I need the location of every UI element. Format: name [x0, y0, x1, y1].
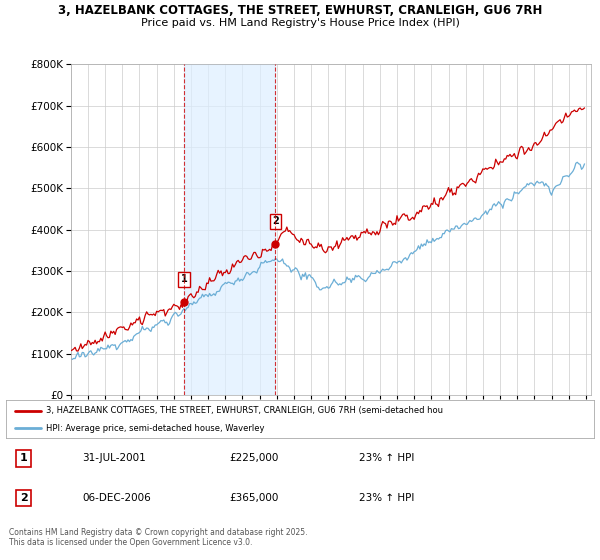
Text: Price paid vs. HM Land Registry's House Price Index (HPI): Price paid vs. HM Land Registry's House …	[140, 18, 460, 28]
Text: HPI: Average price, semi-detached house, Waverley: HPI: Average price, semi-detached house,…	[46, 424, 265, 433]
Bar	[184, 64, 275, 395]
Text: 2: 2	[20, 493, 28, 503]
Text: 3, HAZELBANK COTTAGES, THE STREET, EWHURST, CRANLEIGH, GU6 7RH (semi-detached ho: 3, HAZELBANK COTTAGES, THE STREET, EWHUR…	[46, 406, 443, 415]
Text: 06-DEC-2006: 06-DEC-2006	[82, 493, 151, 503]
Text: Contains HM Land Registry data © Crown copyright and database right 2025.
This d: Contains HM Land Registry data © Crown c…	[9, 528, 308, 547]
Text: 3, HAZELBANK COTTAGES, THE STREET, EWHURST, CRANLEIGH, GU6 7RH: 3, HAZELBANK COTTAGES, THE STREET, EWHUR…	[58, 4, 542, 17]
Text: 23% ↑ HPI: 23% ↑ HPI	[359, 453, 414, 463]
Text: 31-JUL-2001: 31-JUL-2001	[82, 453, 146, 463]
Text: 23% ↑ HPI: 23% ↑ HPI	[359, 493, 414, 503]
Text: 2: 2	[272, 216, 279, 226]
Text: £225,000: £225,000	[229, 453, 279, 463]
Text: 1: 1	[181, 274, 187, 284]
Text: £365,000: £365,000	[229, 493, 279, 503]
Text: 1: 1	[20, 453, 28, 463]
